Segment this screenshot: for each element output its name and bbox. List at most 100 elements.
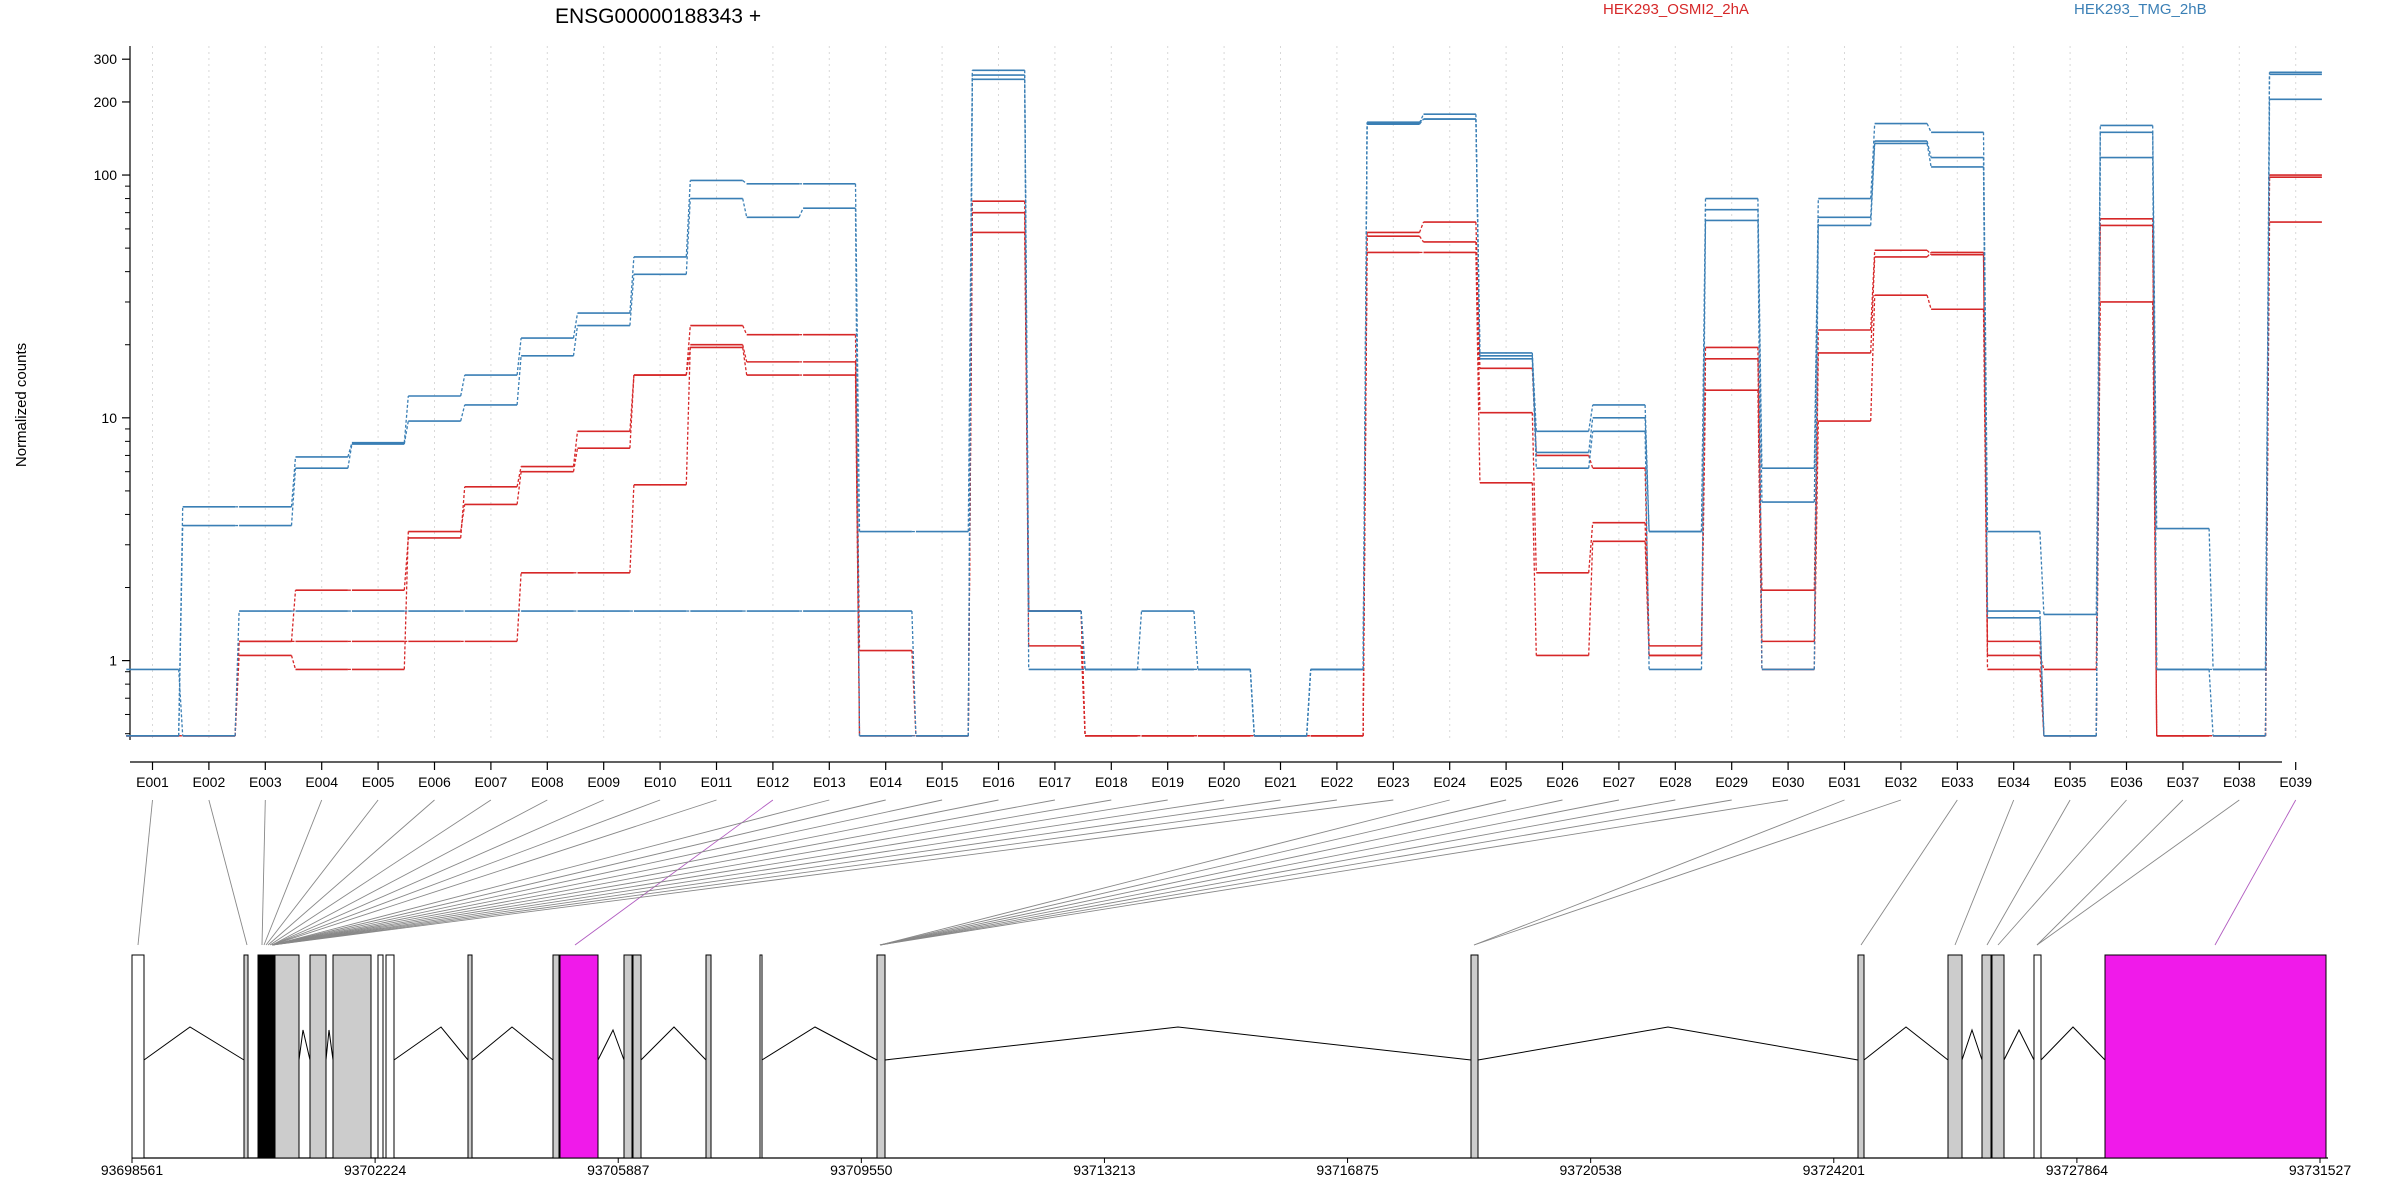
series-connector <box>967 75 973 532</box>
series-connector <box>1362 236 1368 736</box>
series-connector <box>1982 166 1989 618</box>
exon-connector-lines <box>137 799 2297 946</box>
series-connector <box>1418 118 1425 125</box>
x-tick-label-e030: E030 <box>1772 774 1805 790</box>
series-connector <box>1080 611 1086 670</box>
connector-e027 <box>879 799 1619 946</box>
series-connector <box>2264 99 2271 736</box>
connector-e001 <box>137 799 153 946</box>
legend-entry-osmi2: HEK293_OSMI2_2hA <box>1603 1 1749 18</box>
series-connector <box>1475 252 1481 483</box>
exon-box <box>262 954 267 1159</box>
exon-box <box>332 954 372 1159</box>
series-connector <box>1588 541 1594 656</box>
series-connector <box>911 611 917 736</box>
connector-e015 <box>271 799 943 946</box>
series-connector <box>572 431 579 467</box>
connector-e025 <box>879 799 1507 946</box>
connector-e033 <box>1860 799 1958 946</box>
series-connector <box>685 344 691 485</box>
series-connector <box>1588 431 1594 469</box>
series-connector <box>742 198 748 218</box>
series-connector <box>1870 123 1876 199</box>
connector-e028 <box>879 799 1676 946</box>
connector-e026 <box>879 799 1563 946</box>
chart-title: ENSG00000188343 + <box>555 5 761 28</box>
series-connector <box>347 443 353 469</box>
series-connector <box>1926 143 1932 168</box>
series-connector <box>403 420 409 445</box>
series-connector <box>629 375 635 449</box>
connector-e024 <box>879 799 1450 946</box>
series-connector <box>629 256 635 314</box>
x-tick-label-e029: E029 <box>1715 774 1748 790</box>
series-connector <box>178 525 184 736</box>
genomic-tick-label: 93724201 <box>1803 1162 1866 1178</box>
connector-e034 <box>1954 799 2015 946</box>
series-connector <box>516 466 522 487</box>
exon-box <box>552 954 560 1159</box>
x-tick-label-e011: E011 <box>701 774 733 790</box>
intron-line <box>471 1026 554 1061</box>
series-connector <box>1475 222 1481 369</box>
x-tick-label-e018: E018 <box>1095 774 1128 790</box>
connector-e035 <box>1986 799 2071 946</box>
x-tick-label-e001: E001 <box>136 774 169 790</box>
connector-e021 <box>271 799 1281 946</box>
x-tick-label-e019: E019 <box>1151 774 1184 790</box>
x-tick-label-e032: E032 <box>1885 774 1918 790</box>
intron-line <box>1863 1026 1949 1061</box>
genomic-tick-label: 93727864 <box>2046 1162 2109 1178</box>
x-tick-label-e028: E028 <box>1659 774 1692 790</box>
series-connector <box>1813 352 1819 642</box>
series-connector <box>1588 404 1594 432</box>
genomic-tick-label: 93720538 <box>1560 1162 1623 1178</box>
series-connector <box>460 404 466 422</box>
connector-e009 <box>271 799 604 946</box>
intron-line <box>640 1026 707 1061</box>
series-connector <box>1926 295 1932 310</box>
series-connector <box>290 468 297 526</box>
series-connector <box>1080 645 1086 736</box>
x-tick-label-e037: E037 <box>2167 774 2200 790</box>
connector-e012 <box>574 799 774 946</box>
connector-e029 <box>879 799 1732 946</box>
gene-model: 93698561 93702224 93705887 93709550 93713213… <box>101 954 2351 1178</box>
series-connector <box>572 312 579 339</box>
series-connector <box>629 375 635 432</box>
series-connector <box>290 590 297 642</box>
connector-e014 <box>271 799 886 946</box>
x-tick-label-e034: E034 <box>1997 774 2030 790</box>
connector-e013 <box>271 799 830 946</box>
x-tick-label-e015: E015 <box>926 774 959 790</box>
series-connector <box>347 442 353 458</box>
exon-box <box>759 954 763 1159</box>
series-connector <box>629 274 635 326</box>
series-connector <box>1362 252 1368 736</box>
intron-line <box>884 1026 1472 1061</box>
intron-line <box>143 1026 245 1061</box>
intron-line <box>761 1026 878 1061</box>
connector-e030 <box>879 799 1789 946</box>
series-connector <box>234 655 240 736</box>
intron-line <box>393 1026 469 1061</box>
connector-e011 <box>271 799 717 946</box>
x-tick-label-e023: E023 <box>1377 774 1410 790</box>
intron-line <box>597 1028 625 1061</box>
exon-box <box>876 954 886 1159</box>
exon-box <box>1470 954 1479 1159</box>
series-connector <box>2095 157 2101 736</box>
exon-box <box>467 954 473 1159</box>
series-connector <box>2095 125 2101 615</box>
series-connector <box>1813 225 1819 670</box>
series-connector <box>1870 143 1876 226</box>
series-connector <box>1080 611 1086 670</box>
intron-line <box>2040 1026 2106 1061</box>
exon-box <box>705 954 712 1159</box>
series-connector <box>403 395 409 443</box>
series-connector <box>290 655 297 670</box>
series-connector <box>685 180 691 257</box>
x-tick-label-e035: E035 <box>2054 774 2087 790</box>
y-tick-label: 1 <box>109 653 117 669</box>
connector-e016 <box>271 799 999 946</box>
